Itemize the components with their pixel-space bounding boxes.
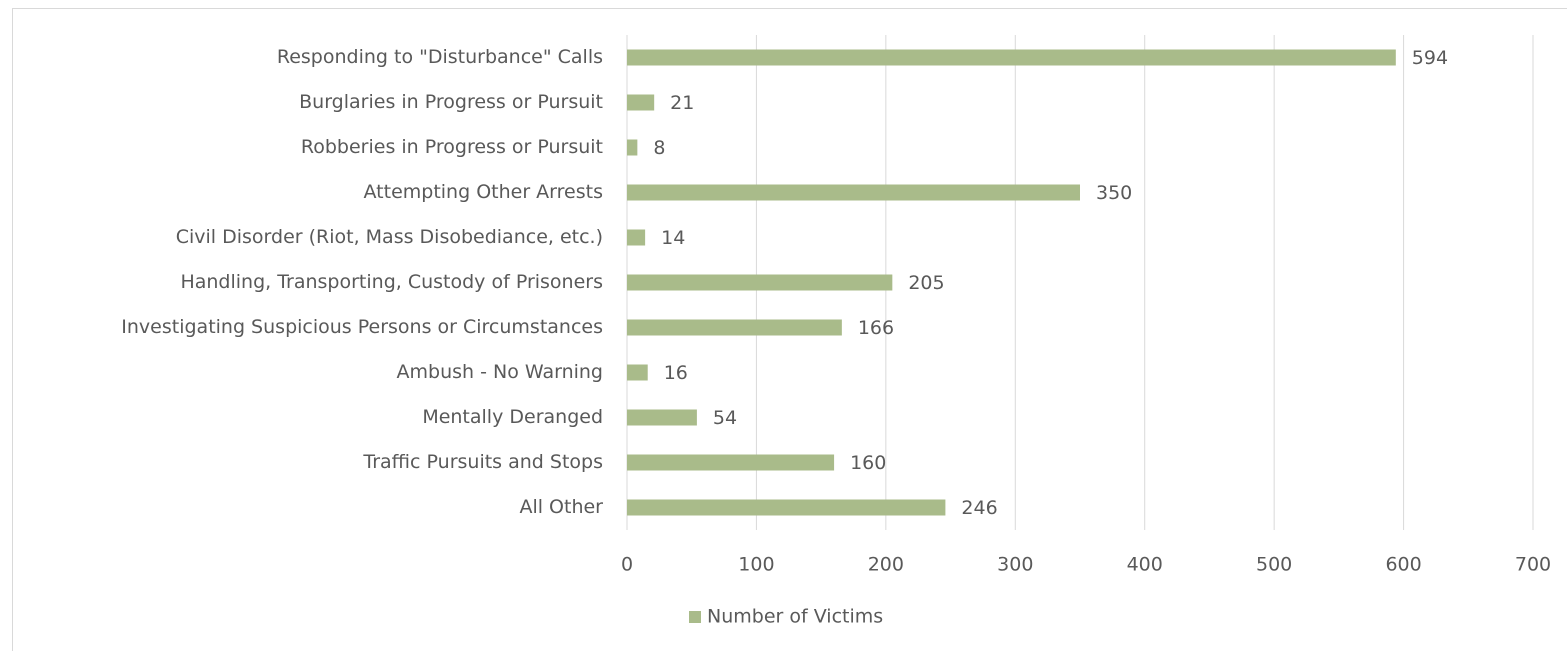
data-label: 350 xyxy=(1096,182,1132,204)
bar xyxy=(627,274,893,291)
bar xyxy=(627,229,646,246)
bar xyxy=(627,319,842,336)
bar xyxy=(627,409,697,426)
bar xyxy=(627,94,655,111)
bar xyxy=(627,364,648,381)
y-tick-label: Civil Disorder (Riot, Mass Disobediance,… xyxy=(176,226,603,248)
x-tick-label: 700 xyxy=(1515,554,1551,576)
bar xyxy=(627,139,638,156)
data-label: 14 xyxy=(661,227,685,249)
x-tick-label: 500 xyxy=(1256,554,1292,576)
data-label: 21 xyxy=(670,92,694,114)
legend-swatch xyxy=(689,611,701,623)
y-tick-label: Investigating Suspicious Persons or Circ… xyxy=(121,316,603,338)
x-tick-label: 400 xyxy=(1127,554,1163,576)
data-label: 594 xyxy=(1412,47,1448,69)
data-label: 160 xyxy=(850,452,886,474)
data-label: 16 xyxy=(664,362,688,384)
y-tick-label: Handling, Transporting, Custody of Priso… xyxy=(180,271,603,293)
bar xyxy=(627,184,1080,201)
data-label: 205 xyxy=(908,272,944,294)
data-label: 8 xyxy=(653,137,665,159)
data-label: 54 xyxy=(713,407,737,429)
bar xyxy=(627,454,835,471)
data-label: 166 xyxy=(858,317,894,339)
y-tick-label: Traffic Pursuits and Stops xyxy=(362,451,603,473)
x-tick-label: 600 xyxy=(1385,554,1421,576)
x-tick-label: 300 xyxy=(997,554,1033,576)
y-tick-label: Burglaries in Progress or Pursuit xyxy=(299,91,603,113)
x-tick-label: 200 xyxy=(868,554,904,576)
chart-border xyxy=(12,8,1567,651)
bar xyxy=(627,499,946,516)
y-tick-label: Attempting Other Arrests xyxy=(364,181,604,203)
legend-label: Number of Victims xyxy=(707,606,883,628)
y-tick-label: All Other xyxy=(519,496,603,518)
data-label: 246 xyxy=(961,497,997,519)
x-tick-label: 100 xyxy=(738,554,774,576)
bar xyxy=(627,49,1396,66)
y-tick-label: Ambush - No Warning xyxy=(397,361,603,383)
y-tick-label: Mentally Deranged xyxy=(422,406,603,428)
y-tick-label: Responding to "Disturbance" Calls xyxy=(277,46,603,68)
y-tick-label: Robberies in Progress or Pursuit xyxy=(301,136,603,158)
x-tick-label: 0 xyxy=(621,554,633,576)
